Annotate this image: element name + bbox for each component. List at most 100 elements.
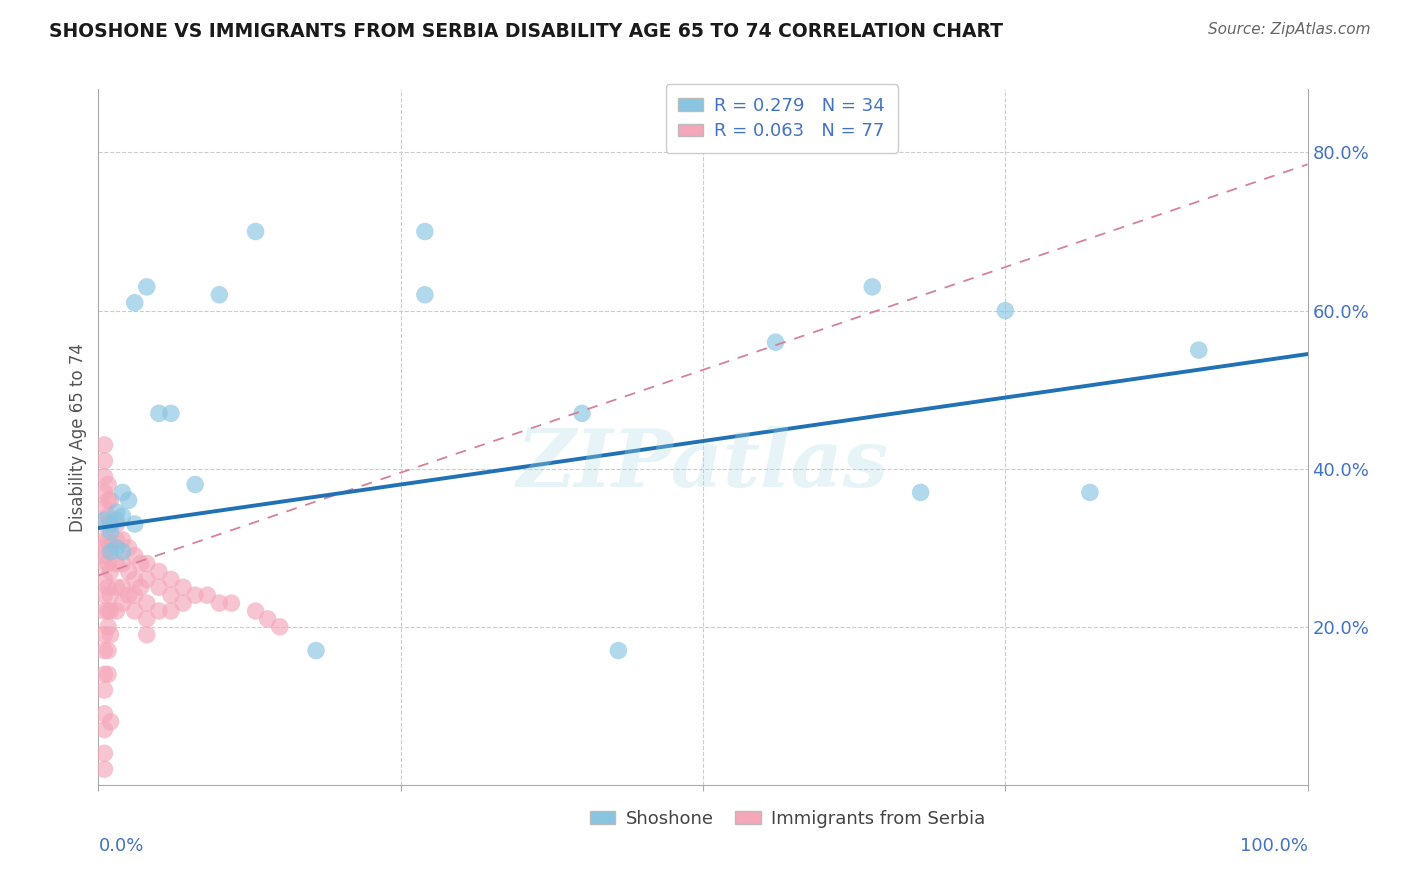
Point [135,573,157,587]
Text: SHOSHONE VS IMMIGRANTS FROM SERBIA DISABILITY AGE 65 TO 74 CORRELATION CHART: SHOSHONE VS IMMIGRANTS FROM SERBIA DISAB… [49,22,1004,41]
Point [105,513,128,527]
Point [148,565,170,579]
Point [221,596,243,610]
Point [118,493,141,508]
Point [910,485,932,500]
Point [111,596,134,610]
Point [118,541,141,555]
Point [607,643,630,657]
Point [93,513,115,527]
Point [97,477,120,491]
Point [269,620,291,634]
Point [100,545,122,559]
Point [93,628,115,642]
Point [148,604,170,618]
Point [184,588,207,602]
Point [105,516,128,531]
Point [97,580,120,594]
Point [124,295,146,310]
Point [111,509,134,524]
Point [97,620,120,634]
Point [93,723,115,737]
Point [93,541,115,555]
Point [93,549,115,563]
Point [765,335,787,350]
Point [135,280,157,294]
Point [413,225,436,239]
Point [93,683,115,698]
Point [148,580,170,594]
Point [129,557,152,571]
Point [93,516,115,531]
Point [118,565,141,579]
Point [93,485,115,500]
Point [93,762,115,776]
Point [208,287,231,301]
Point [105,580,128,594]
Point [97,667,120,681]
Point [148,406,170,420]
Point [111,533,134,547]
Point [256,612,278,626]
Text: ZIPatlas: ZIPatlas [517,426,889,504]
Point [124,604,146,618]
Text: 0.0%: 0.0% [98,837,143,855]
Point [93,469,115,483]
Point [93,557,115,571]
Point [93,438,115,452]
Point [571,406,593,420]
Point [100,524,122,539]
Text: Source: ZipAtlas.com: Source: ZipAtlas.com [1208,22,1371,37]
Point [160,573,183,587]
Point [100,516,122,531]
Point [245,225,267,239]
Point [105,541,128,555]
Point [111,485,134,500]
Point [93,706,115,721]
Point [172,580,194,594]
Point [97,643,120,657]
Point [105,533,128,547]
Point [93,643,115,657]
Point [1188,343,1211,357]
Point [860,280,883,294]
Point [97,604,120,618]
Point [100,541,122,555]
Point [100,493,122,508]
Point [994,303,1017,318]
Point [135,612,157,626]
Point [124,588,146,602]
Point [118,588,141,602]
Point [93,454,115,468]
Point [93,588,115,602]
Point [105,557,128,571]
Point [135,628,157,642]
Point [100,628,122,642]
Point [135,596,157,610]
Point [172,596,194,610]
Y-axis label: Disability Age 65 to 74: Disability Age 65 to 74 [69,343,87,532]
Point [135,557,157,571]
Point [97,557,120,571]
Point [97,509,120,524]
Point [160,604,183,618]
Text: 100.0%: 100.0% [1240,837,1308,855]
Point [100,714,122,729]
Point [305,643,328,657]
Point [93,501,115,516]
Point [93,533,115,547]
Point [1078,485,1101,500]
Point [97,493,120,508]
Point [413,287,436,301]
Point [245,604,267,618]
Point [100,588,122,602]
Point [124,549,146,563]
Point [100,604,122,618]
Point [97,533,120,547]
Point [208,596,231,610]
Point [93,747,115,761]
Point [124,573,146,587]
Point [184,477,207,491]
Point [111,580,134,594]
Point [129,580,152,594]
